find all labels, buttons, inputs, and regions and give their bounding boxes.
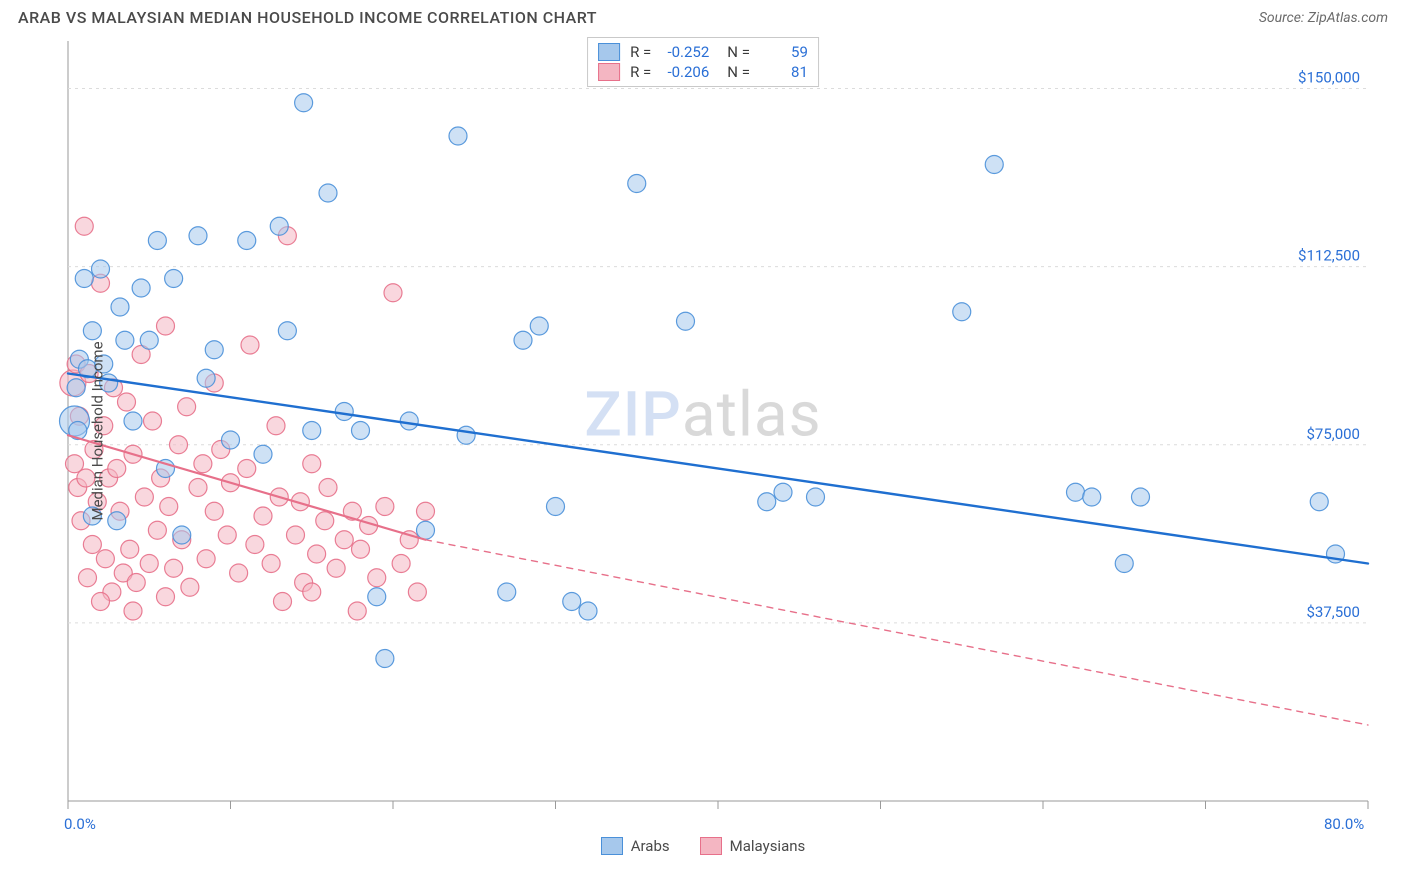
correlation-row: R = -0.206 N = 81 bbox=[598, 62, 808, 82]
svg-text:$37,500: $37,500 bbox=[1306, 603, 1360, 621]
x-axis-end-label: 80.0% bbox=[1324, 815, 1364, 833]
legend-item: Arabs bbox=[601, 837, 670, 855]
source-name: ZipAtlas.com bbox=[1308, 10, 1388, 26]
legend-label: Arabs bbox=[631, 837, 670, 855]
scatter-svg: $37,500 $75,000 $112,500 $150,000 bbox=[18, 31, 1388, 831]
stat-label-r: R = bbox=[630, 63, 651, 81]
svg-text:$75,000: $75,000 bbox=[1306, 425, 1360, 443]
source-prefix: Source: bbox=[1259, 10, 1308, 26]
chart-header: ARAB VS MALAYSIAN MEDIAN HOUSEHOLD INCOM… bbox=[0, 0, 1406, 31]
x-axis-start-label: 0.0% bbox=[64, 815, 96, 833]
stat-value-r: -0.206 bbox=[661, 63, 709, 81]
legend-swatch bbox=[598, 43, 620, 61]
legend-swatch bbox=[700, 837, 722, 855]
stat-label-r: R = bbox=[630, 43, 651, 61]
stat-value-r: -0.252 bbox=[661, 43, 709, 61]
correlation-row: R = -0.252 N = 59 bbox=[598, 42, 808, 62]
legend-swatch bbox=[598, 63, 620, 81]
legend-label: Malaysians bbox=[730, 837, 806, 855]
stat-label-n: N = bbox=[727, 63, 750, 81]
stat-value-n: 59 bbox=[760, 43, 808, 61]
series-legend: Arabs Malaysians bbox=[0, 837, 1406, 855]
correlation-legend: R = -0.252 N = 59 R = -0.206 N = 81 bbox=[587, 37, 819, 87]
svg-text:$112,500: $112,500 bbox=[1298, 247, 1360, 265]
stat-label-n: N = bbox=[727, 43, 750, 61]
legend-item: Malaysians bbox=[700, 837, 806, 855]
stat-value-n: 81 bbox=[760, 63, 808, 81]
chart-source: Source: ZipAtlas.com bbox=[1259, 10, 1388, 26]
y-axis-label: Median Household Income bbox=[89, 341, 107, 520]
chart-title: ARAB VS MALAYSIAN MEDIAN HOUSEHOLD INCOM… bbox=[18, 8, 597, 27]
chart-area: Median Household Income $37,500 $75,000 $1… bbox=[18, 31, 1388, 831]
svg-text:$150,000: $150,000 bbox=[1298, 69, 1360, 87]
legend-swatch bbox=[601, 837, 623, 855]
